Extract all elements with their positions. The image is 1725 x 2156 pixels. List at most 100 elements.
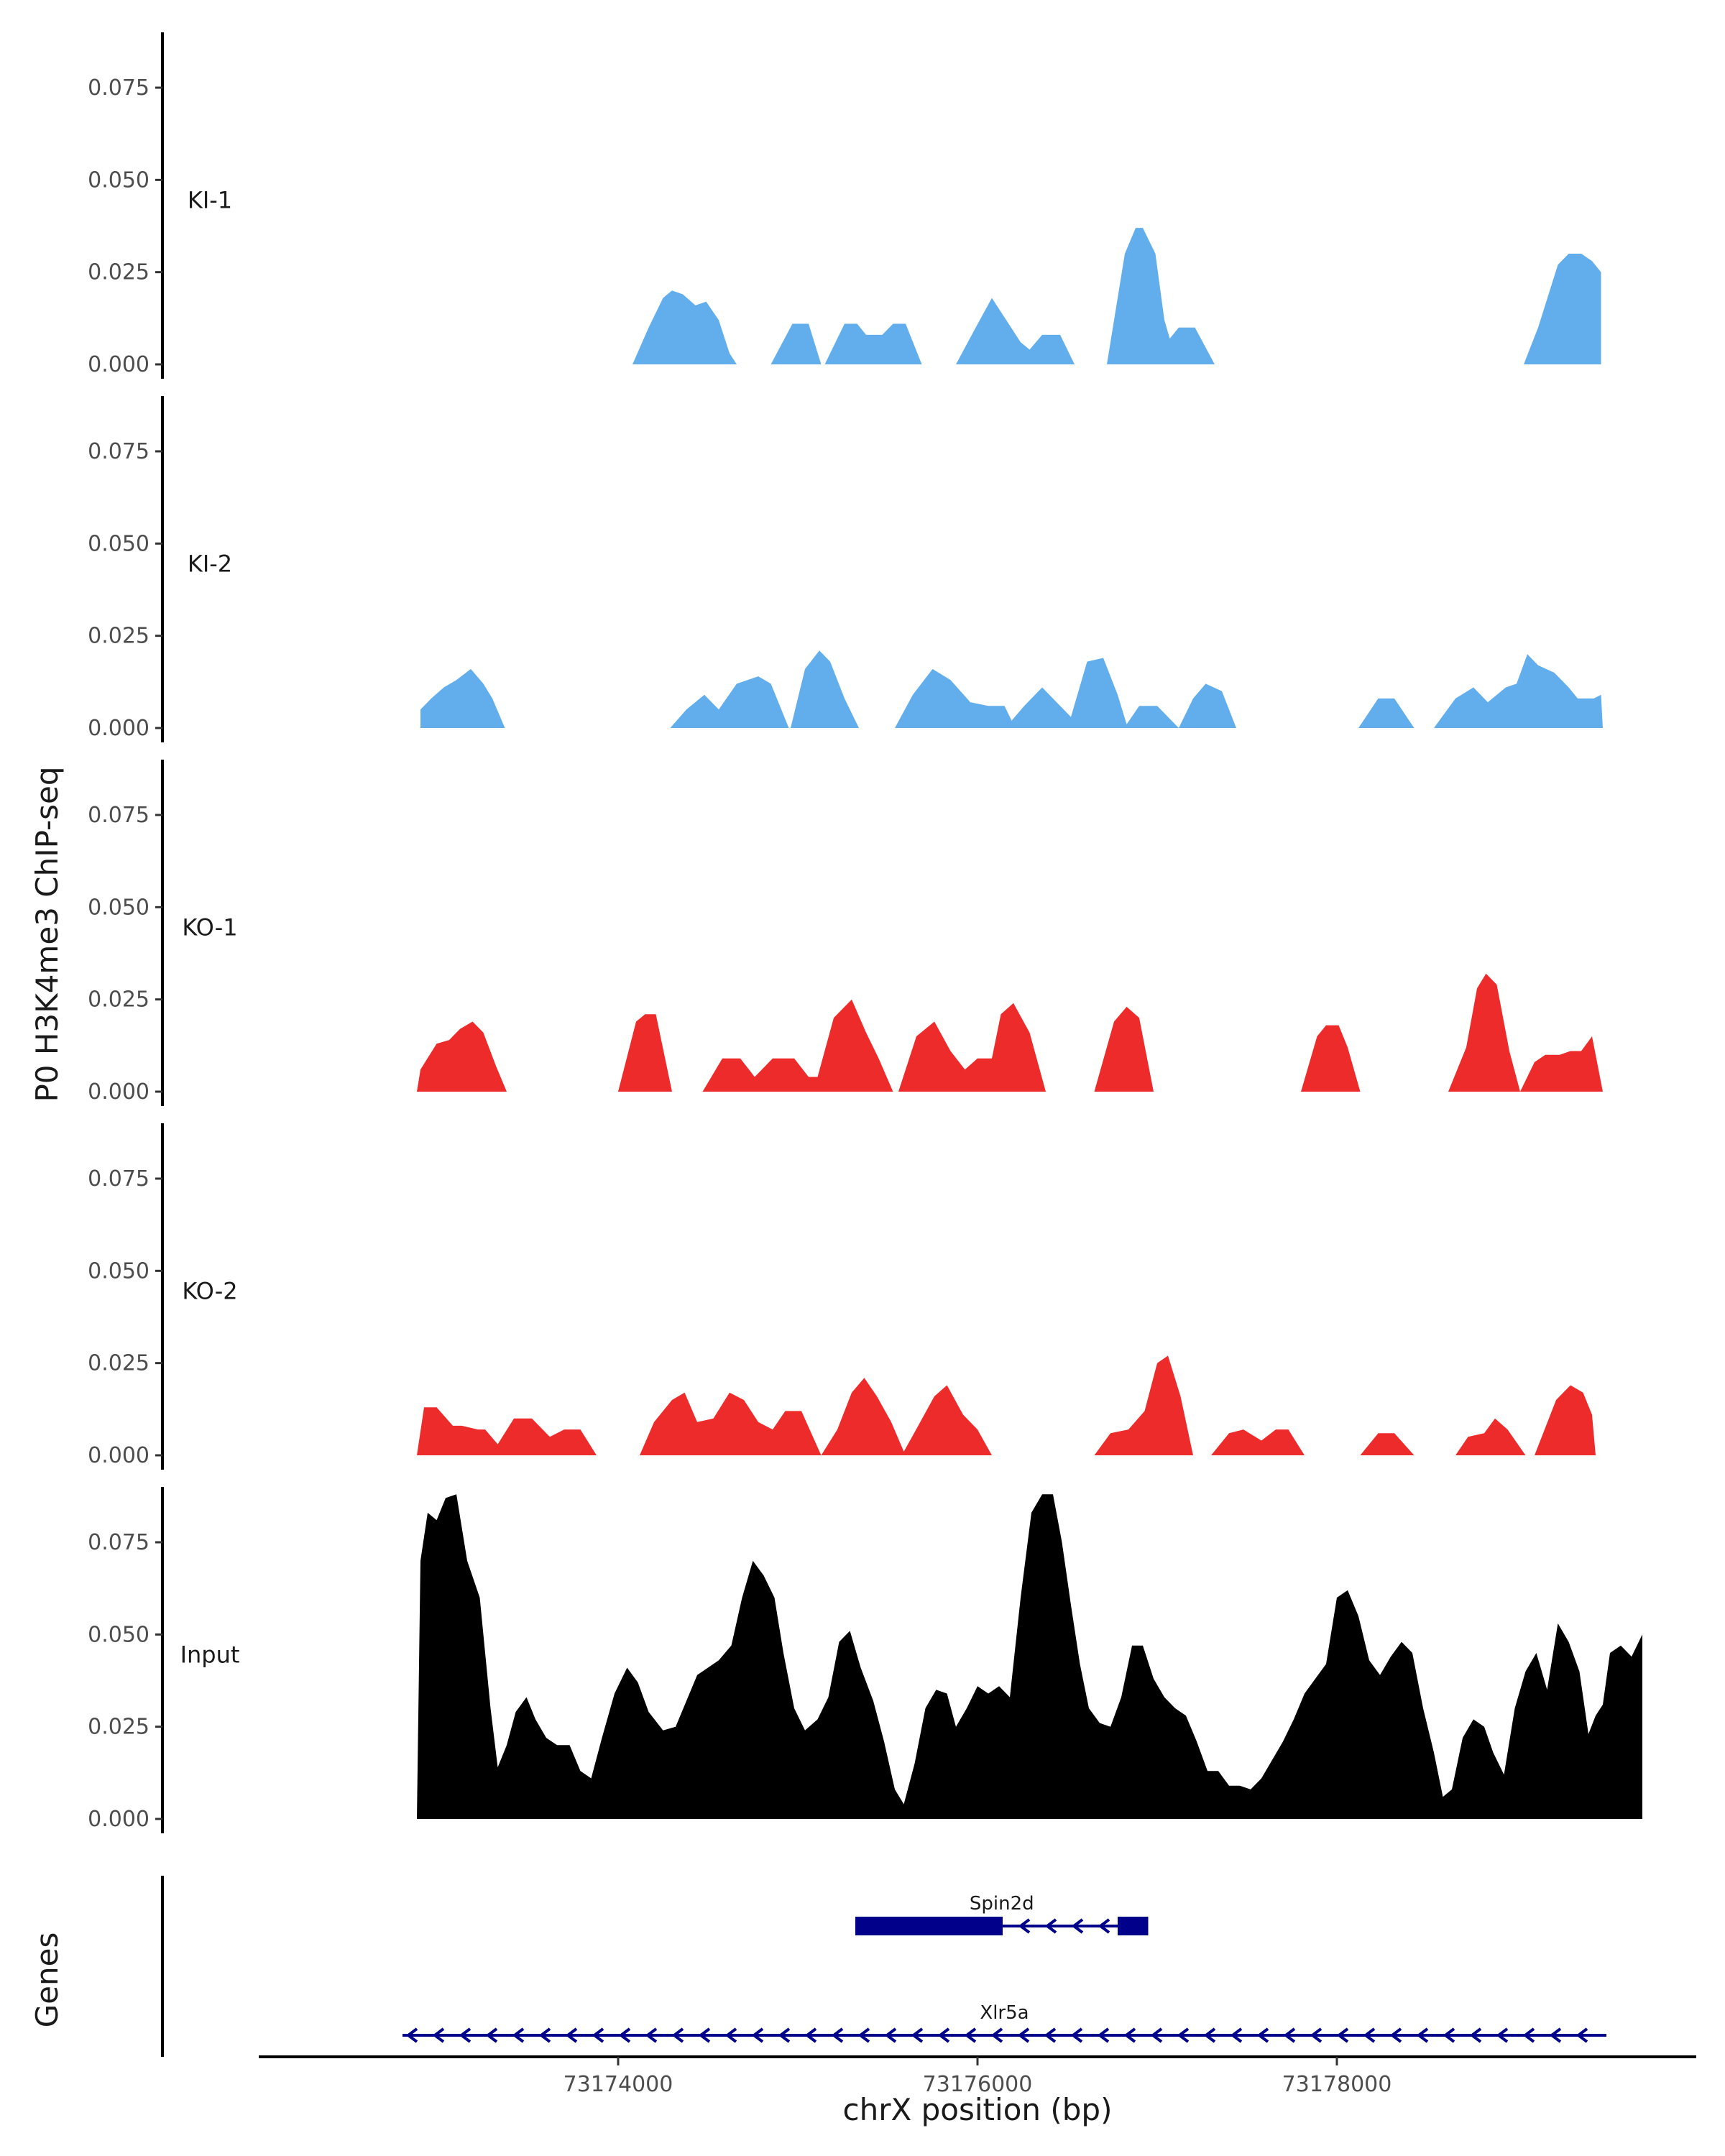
x-axis: 73174000 73176000 73178000 <box>259 2055 1696 2097</box>
strand-arrow <box>432 2027 445 2043</box>
y-tick-label: 0.050 <box>88 167 150 193</box>
track-ki-2: 0.000 0.025 0.050 0.075 KI-2 <box>88 396 1603 742</box>
coverage-area-input <box>417 1494 1642 1819</box>
strand-arrow <box>1177 2027 1190 2043</box>
strand-arrow <box>724 2027 737 2043</box>
y-tick-label: 0.075 <box>88 439 150 464</box>
strand-arrow <box>1416 2027 1429 2043</box>
genes-axis-title: Genes <box>29 1932 65 2028</box>
track-label: KI-2 <box>188 550 232 578</box>
strand-arrow <box>804 2027 817 2043</box>
strand-arrow <box>485 2027 498 2043</box>
strand-arrow <box>937 2027 950 2043</box>
strand-arrow <box>1363 2027 1376 2043</box>
strand-arrow <box>1496 2027 1509 2043</box>
strand-arrow <box>1150 2027 1163 2043</box>
strand-arrow <box>1310 2027 1322 2043</box>
strand-arrow <box>459 2027 472 2043</box>
strand-arrow <box>1017 2027 1030 2043</box>
coverage-area-ki-2 <box>420 650 1603 728</box>
strand-arrow <box>512 2027 525 2043</box>
gene-xlr5a: Xlr5a <box>402 2002 1606 2043</box>
strand-arrow <box>911 2027 924 2043</box>
strand-arrow <box>671 2027 684 2043</box>
coverage-area-ko-1 <box>417 973 1603 1092</box>
y-tick-label: 0.000 <box>88 352 150 377</box>
y-tick-label: 0.000 <box>88 716 150 741</box>
x-axis-title: chrX position (bp) <box>843 2092 1113 2127</box>
strand-arrow <box>884 2027 897 2043</box>
y-tick-label: 0.050 <box>88 895 150 920</box>
y-tick-label: 0.025 <box>88 624 150 649</box>
strand-arrow <box>592 2027 604 2043</box>
strand-arrow <box>1044 2027 1057 2043</box>
strand-arrow <box>1018 1918 1031 1934</box>
y-tick-label: 0.000 <box>88 1443 150 1468</box>
y-tick-label: 0.025 <box>88 260 150 285</box>
strand-arrow <box>405 2027 418 2043</box>
strand-arrow <box>1071 1918 1084 1934</box>
x-tick-label: 73178000 <box>1282 2072 1392 2097</box>
x-tick-label: 73176000 <box>923 2072 1033 2097</box>
y-tick-label: 0.075 <box>88 803 150 828</box>
strand-arrow <box>751 2027 764 2043</box>
strand-arrow <box>1549 2027 1562 2043</box>
strand-arrow <box>1044 1918 1057 1934</box>
strand-arrow <box>857 2027 870 2043</box>
y-tick-label: 0.075 <box>88 1166 150 1192</box>
strand-arrow <box>990 2027 1003 2043</box>
strand-arrow <box>1283 2027 1296 2043</box>
track-label: Input <box>180 1641 240 1669</box>
strand-arrow <box>964 2027 977 2043</box>
y-tick-label: 0.050 <box>88 1258 150 1284</box>
track-label: KI-1 <box>188 187 232 214</box>
strand-arrow <box>1576 2027 1588 2043</box>
y-tick-label: 0.025 <box>88 987 150 1013</box>
strand-arrow <box>1336 2027 1349 2043</box>
strand-arrow <box>565 2027 578 2043</box>
strand-arrow <box>538 2027 551 2043</box>
x-tick-label: 73174000 <box>564 2072 673 2097</box>
gene-name-label: Spin2d <box>970 1893 1034 1915</box>
y-tick-label: 0.050 <box>88 1622 150 1647</box>
strand-arrow <box>1070 2027 1083 2043</box>
strand-arrow <box>1123 2027 1136 2043</box>
y-tick-label: 0.025 <box>88 1351 150 1376</box>
strand-arrow <box>1097 2027 1110 2043</box>
track-label: KO-1 <box>182 914 237 941</box>
y-axis-title: P0 H3K4me3 ChIP-seq <box>29 766 65 1102</box>
strand-arrow <box>1389 2027 1402 2043</box>
strand-arrow <box>1443 2027 1455 2043</box>
y-tick-label: 0.075 <box>88 75 150 101</box>
track-input: 0.000 0.025 0.050 0.075 Input <box>88 1487 1642 1833</box>
strand-arrow <box>1469 2027 1482 2043</box>
strand-arrow <box>1230 2027 1243 2043</box>
track-label: KO-2 <box>182 1278 237 1305</box>
track-ko-2: 0.000 0.025 0.050 0.075 KO-2 <box>88 1123 1596 1470</box>
strand-arrow <box>618 2027 631 2043</box>
strand-arrow <box>1098 1918 1110 1934</box>
strand-arrow <box>698 2027 711 2043</box>
strand-arrow <box>831 2027 844 2043</box>
y-tick-label: 0.000 <box>88 1807 150 1832</box>
coverage-area-ki-1 <box>632 228 1601 364</box>
gene-exon <box>855 1917 1003 1935</box>
y-tick-label: 0.000 <box>88 1079 150 1105</box>
strand-arrow <box>1203 2027 1216 2043</box>
y-tick-label: 0.025 <box>88 1715 150 1740</box>
gene-spin2d: Spin2d <box>855 1893 1149 1935</box>
gene-name-label: Xlr5a <box>980 2002 1029 2024</box>
y-tick-label: 0.050 <box>88 531 150 556</box>
coverage-tracks: 0.0000.0250.0500.075KI-10.0000.0250.0500… <box>88 32 1642 1833</box>
strand-arrow <box>645 2027 658 2043</box>
strand-arrow <box>1522 2027 1535 2043</box>
gene-exon <box>1118 1917 1149 1935</box>
track-ko-1: 0.000 0.025 0.050 0.075 KO-1 <box>88 760 1603 1106</box>
genes-panel: Spin2d Xlr5a <box>161 1876 1606 2057</box>
strand-arrow <box>1256 2027 1269 2043</box>
track-ki-1: 0.000 0.025 0.050 0.075 KI-1 <box>88 32 1601 379</box>
coverage-area-ko-2 <box>417 1355 1596 1455</box>
strand-arrow <box>778 2027 791 2043</box>
y-tick-label: 0.075 <box>88 1530 150 1555</box>
